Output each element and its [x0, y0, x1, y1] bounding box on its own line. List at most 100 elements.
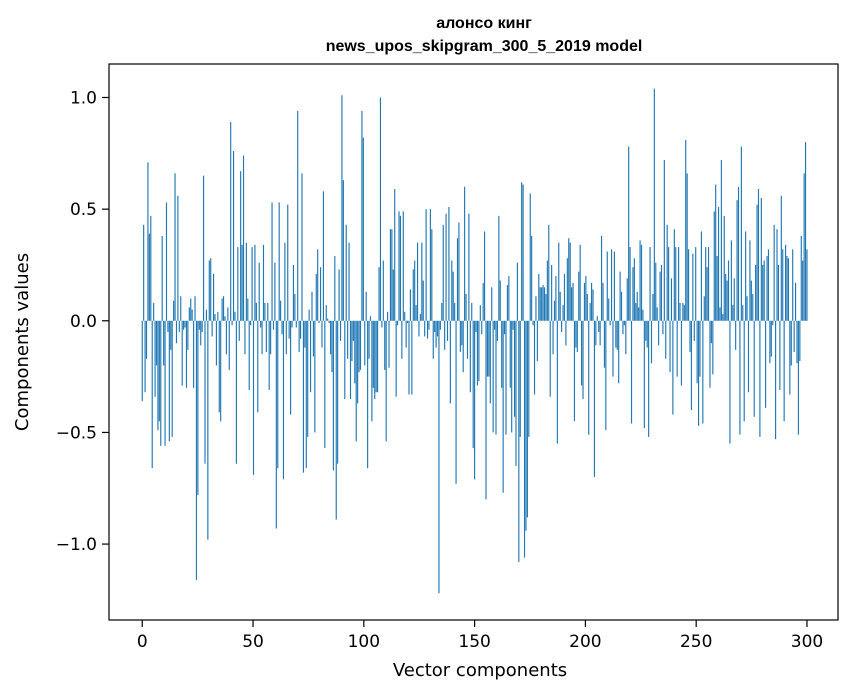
bar	[636, 291, 638, 321]
bar	[305, 320, 307, 469]
bar	[719, 307, 721, 321]
bar	[646, 320, 648, 348]
bar	[773, 224, 775, 321]
bar	[563, 273, 566, 321]
bar	[596, 316, 598, 321]
bar	[491, 287, 493, 321]
bar	[613, 251, 615, 321]
bar	[553, 300, 556, 321]
bar	[648, 320, 650, 437]
bar	[331, 320, 333, 373]
bar	[485, 320, 487, 500]
bar	[599, 320, 601, 346]
bar	[221, 298, 223, 321]
bar	[304, 320, 306, 348]
bar	[532, 320, 534, 326]
bar	[425, 209, 427, 321]
bar	[736, 200, 738, 321]
bar	[535, 296, 537, 321]
bar	[348, 242, 350, 321]
bar	[804, 142, 807, 321]
bar	[307, 320, 309, 437]
bar	[448, 206, 450, 321]
bar	[692, 253, 694, 321]
bar	[147, 162, 149, 321]
bar	[369, 316, 372, 321]
y-tick-label: 1.0	[70, 88, 97, 108]
bar	[418, 320, 420, 337]
bar	[745, 231, 747, 321]
bar	[389, 229, 392, 321]
bar	[608, 298, 610, 321]
bar	[558, 242, 560, 321]
bar	[165, 202, 168, 321]
bar	[543, 287, 546, 321]
bar	[379, 97, 382, 321]
bar	[334, 256, 336, 321]
bar	[710, 320, 712, 344]
bar	[445, 213, 447, 321]
bar	[268, 320, 270, 391]
bar	[160, 320, 162, 446]
bar	[489, 320, 491, 404]
bar	[444, 320, 446, 350]
bar	[309, 320, 312, 393]
bar	[177, 195, 179, 321]
bar	[623, 320, 625, 326]
bar	[181, 320, 183, 386]
bar	[696, 320, 698, 384]
bar	[650, 320, 653, 364]
bar	[318, 320, 320, 324]
bar	[726, 280, 728, 321]
x-tick-label: 0	[137, 632, 148, 652]
bar	[385, 320, 387, 442]
bar	[337, 320, 339, 464]
bar	[568, 238, 570, 321]
bar	[401, 320, 403, 359]
bar	[190, 298, 192, 321]
bar	[802, 260, 804, 321]
bar	[207, 320, 209, 540]
bar	[583, 282, 586, 321]
bar	[158, 320, 160, 422]
bar	[743, 320, 745, 422]
bar	[347, 320, 349, 359]
bar	[191, 309, 193, 321]
bar	[760, 197, 762, 321]
bar	[639, 240, 641, 321]
bar	[484, 231, 486, 321]
bar	[242, 155, 245, 321]
bar	[357, 320, 359, 404]
bar	[285, 320, 287, 355]
bar	[653, 88, 655, 321]
bar	[622, 320, 624, 335]
bar	[469, 320, 471, 393]
bar	[756, 204, 758, 321]
bar	[762, 264, 764, 321]
bar	[355, 320, 357, 442]
bar	[258, 262, 260, 321]
bar	[335, 320, 337, 520]
bar	[541, 287, 543, 321]
bar	[245, 242, 247, 321]
bar	[735, 320, 737, 350]
bar	[382, 260, 384, 321]
bar	[255, 302, 257, 321]
bar	[752, 293, 754, 321]
bar	[729, 320, 731, 444]
bar	[302, 320, 304, 473]
bar	[298, 320, 300, 353]
bar	[492, 320, 494, 433]
x-axis: 0 50 100 150 200 250 300	[137, 620, 823, 652]
bar	[315, 273, 317, 321]
bar	[700, 231, 702, 321]
bar	[495, 320, 497, 435]
bar	[699, 320, 701, 377]
bar	[171, 320, 173, 437]
bar	[585, 276, 587, 321]
bar	[628, 146, 630, 321]
bar	[796, 320, 798, 364]
bar	[241, 244, 243, 321]
bar	[411, 320, 413, 395]
bar	[682, 302, 684, 321]
